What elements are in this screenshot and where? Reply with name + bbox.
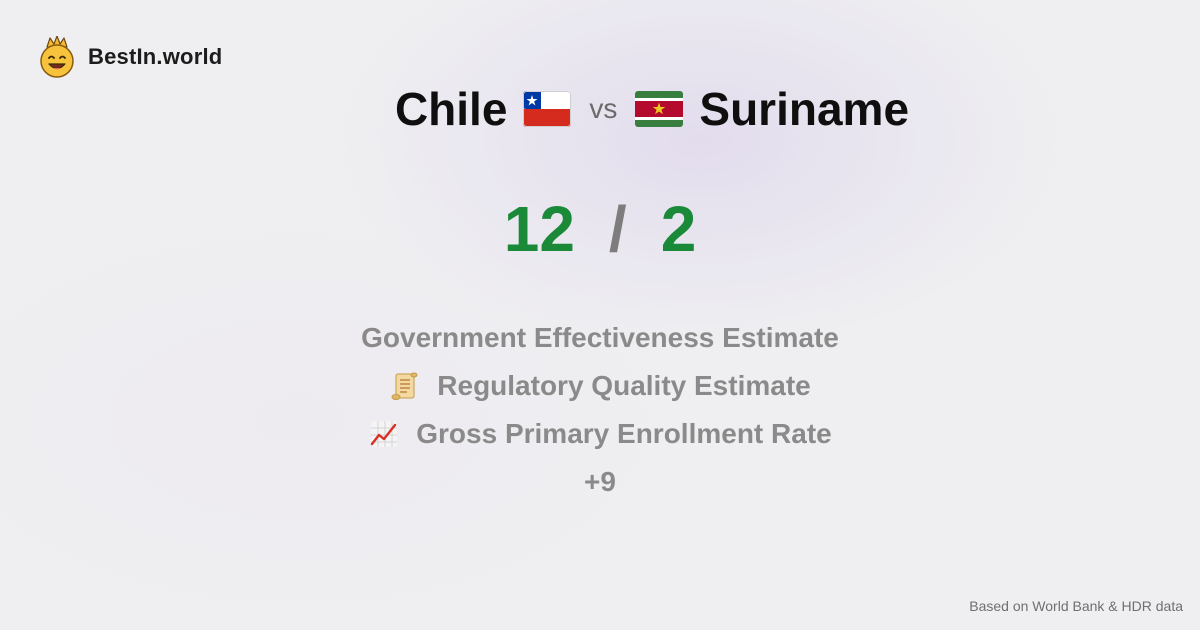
metric-item: Gross Primary Enrollment Rate: [368, 410, 832, 458]
metric-item: Regulatory Quality Estimate: [389, 362, 811, 410]
more-metrics-count[interactable]: +9: [584, 466, 616, 497]
vs-label: vs: [589, 93, 618, 124]
right-country-name[interactable]: Suriname: [699, 83, 910, 135]
crown-smiley-icon: [40, 36, 74, 78]
chart-increasing-icon: [371, 421, 398, 447]
metric-item: Government Effectiveness Estimate: [361, 314, 839, 362]
brand[interactable]: BestIn.world: [38, 36, 222, 78]
left-score: 12: [503, 193, 575, 265]
metric-label: Government Effectiveness Estimate: [361, 322, 839, 353]
metrics-list: Government Effectiveness Estimate Regula…: [0, 314, 1200, 506]
left-country-name[interactable]: Chile: [394, 83, 508, 135]
data-source-note: Based on World Bank & HDR data: [969, 598, 1183, 614]
brand-name: BestIn.world: [88, 44, 223, 69]
metric-label: Gross Primary Enrollment Rate: [416, 418, 832, 449]
right-score: 2: [660, 193, 697, 265]
score-row: 12 / 2: [0, 192, 1200, 266]
chile-flag-icon: [523, 91, 572, 127]
score-separator: /: [608, 193, 627, 265]
metric-label: Regulatory Quality Estimate: [437, 370, 811, 401]
suriname-flag-icon: [635, 91, 684, 127]
comparison-title: Chile vs Suriname: [0, 82, 1200, 136]
scroll-icon: [391, 372, 418, 400]
